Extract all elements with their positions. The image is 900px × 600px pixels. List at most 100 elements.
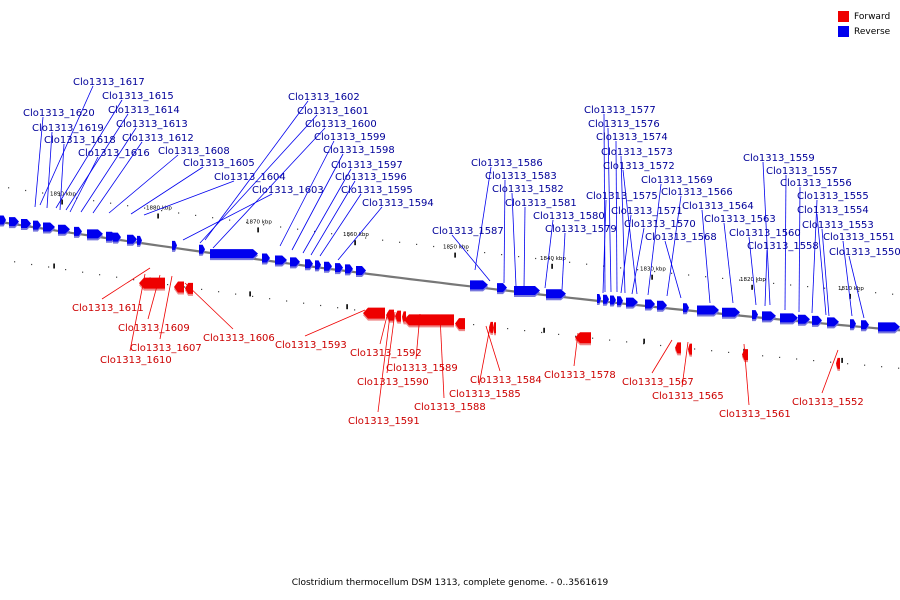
reverse-gene-label: Clo1313_1550 xyxy=(829,247,900,258)
reverse-gene-label: Clo1313_1602 xyxy=(288,92,360,103)
forward-leader-line xyxy=(377,314,391,413)
reverse-gene-label: Clo1313_1569 xyxy=(641,175,713,186)
scale-major-tick xyxy=(61,199,63,205)
forward-gene-label: Clo1313_1607 xyxy=(130,343,202,354)
scale-tick-mark xyxy=(660,344,662,347)
scale-tick-mark xyxy=(167,284,169,286)
reverse-gene-arrow xyxy=(210,249,258,259)
scale-tick-mark xyxy=(161,210,163,212)
forward-leader-line xyxy=(415,313,421,360)
scale-tick-mark xyxy=(82,271,84,273)
forward-gene-label: Clo1313_1591 xyxy=(348,416,420,427)
scale-tick-mark xyxy=(705,276,707,278)
reverse-gene-label: Clo1313_1580 xyxy=(533,211,605,222)
reverse-gene-arrow xyxy=(683,303,689,313)
forward-gene-arrow xyxy=(489,321,493,333)
reverse-gene-arrow xyxy=(172,240,177,250)
reverse-leader-line xyxy=(523,206,526,290)
forward-gene-label: Clo1313_1585 xyxy=(449,389,521,400)
scale-tick-mark xyxy=(263,224,265,226)
forward-leader-line xyxy=(386,311,396,374)
scale-tick-mark xyxy=(252,295,254,297)
scale-tick-mark xyxy=(14,261,16,263)
scale-major-tick xyxy=(751,284,753,290)
scale-tick-mark xyxy=(790,284,792,286)
scale-tick-mark xyxy=(524,330,526,332)
reverse-gene-arrow xyxy=(356,265,366,275)
forward-gene-label: Clo1313_1611 xyxy=(72,303,144,314)
scale-tick-mark xyxy=(728,351,730,353)
reverse-gene-arrow xyxy=(546,289,566,299)
scale-tick-mark xyxy=(416,243,418,245)
reverse-gene-arrow xyxy=(275,255,287,265)
reverse-gene-label: Clo1313_1570 xyxy=(624,219,696,230)
reverse-gene-label: Clo1313_1553 xyxy=(802,220,874,231)
reverse-gene-label: Clo1313_1568 xyxy=(645,232,717,243)
scale-tick-mark xyxy=(144,207,146,209)
forward-leader-line xyxy=(439,315,445,399)
reverse-gene-arrow xyxy=(610,295,616,305)
scale-tick-mark xyxy=(348,235,350,237)
reverse-gene-label: Clo1313_1616 xyxy=(78,148,150,159)
scale-tick-mark xyxy=(25,189,27,192)
reverse-leader-line xyxy=(451,234,491,282)
scale-tick-mark xyxy=(473,324,475,326)
reverse-gene-label: Clo1313_1614 xyxy=(108,105,180,116)
reverse-gene-label: Clo1313_1618 xyxy=(44,135,116,146)
reverse-leader-line xyxy=(544,219,554,289)
reverse-gene-arrow xyxy=(722,307,740,317)
reverse-leader-line xyxy=(784,174,787,311)
scale-tick-mark xyxy=(48,266,50,268)
reverse-swatch-icon xyxy=(838,26,849,37)
reverse-gene-label: Clo1313_1598 xyxy=(323,145,395,156)
scale-tick-label: 1890 kbp xyxy=(50,192,76,198)
reverse-gene-label: Clo1313_1551 xyxy=(823,232,895,243)
scale-tick-label: 1880 kbp xyxy=(146,206,172,212)
reverse-gene-arrow xyxy=(290,257,300,267)
reverse-leader-line xyxy=(108,154,179,214)
forward-gene-label: Clo1313_1610 xyxy=(100,355,172,366)
legend-label-forward: Forward xyxy=(854,11,891,22)
scale-tick-mark xyxy=(501,254,503,256)
scale-tick-mark xyxy=(365,237,367,239)
reverse-leader-line xyxy=(302,168,352,254)
reverse-gene-label: Clo1313_1555 xyxy=(797,191,869,202)
forward-gene-label: Clo1313_1593 xyxy=(275,340,347,351)
reverse-leader-line xyxy=(212,127,326,249)
reverse-leader-line xyxy=(798,186,801,313)
reverse-leader-line xyxy=(764,249,768,307)
reverse-leader-line xyxy=(55,99,123,209)
scale-tick-mark xyxy=(654,270,656,273)
scale-tick-mark xyxy=(354,309,356,311)
reverse-leader-line xyxy=(199,114,318,244)
reverse-gene-label: Clo1313_1586 xyxy=(471,158,543,169)
scale-tick-mark xyxy=(722,277,724,279)
scale-tick-mark xyxy=(246,221,248,223)
scale-tick-mark xyxy=(110,202,112,204)
legend-label-reverse: Reverse xyxy=(854,26,891,37)
reverse-leader-line xyxy=(474,166,492,271)
forward-leader-line xyxy=(573,332,579,367)
reverse-leader-line xyxy=(821,228,830,317)
reverse-gene-arrow xyxy=(0,215,6,225)
reverse-gene-label: Clo1313_1576 xyxy=(588,119,660,130)
reverse-gene-label: Clo1313_1597 xyxy=(331,160,403,171)
reverse-gene-label: Clo1313_1554 xyxy=(797,205,869,216)
scale-tick-label: 1840 kbp xyxy=(540,256,566,262)
scale-tick-mark xyxy=(756,281,758,283)
forward-leader-line xyxy=(681,341,689,388)
scale-tick-mark xyxy=(841,289,843,291)
reverse-gene-arrow xyxy=(514,285,540,295)
reverse-leader-line xyxy=(842,240,853,317)
reverse-gene-label: Clo1313_1566 xyxy=(661,187,733,198)
scale-major-tick xyxy=(346,304,348,310)
reverse-gene-label: Clo1313_1612 xyxy=(122,133,194,144)
reverse-gene-label: Clo1313_1613 xyxy=(116,119,188,130)
scale-major-tick xyxy=(551,263,553,269)
forward-swatch-icon xyxy=(838,11,849,22)
reverse-gene-arrow xyxy=(597,294,601,304)
scale-tick-mark xyxy=(116,276,118,278)
forward-leader-line xyxy=(184,282,234,330)
scale-tick-mark xyxy=(824,287,826,289)
reverse-leader-line xyxy=(204,100,309,241)
